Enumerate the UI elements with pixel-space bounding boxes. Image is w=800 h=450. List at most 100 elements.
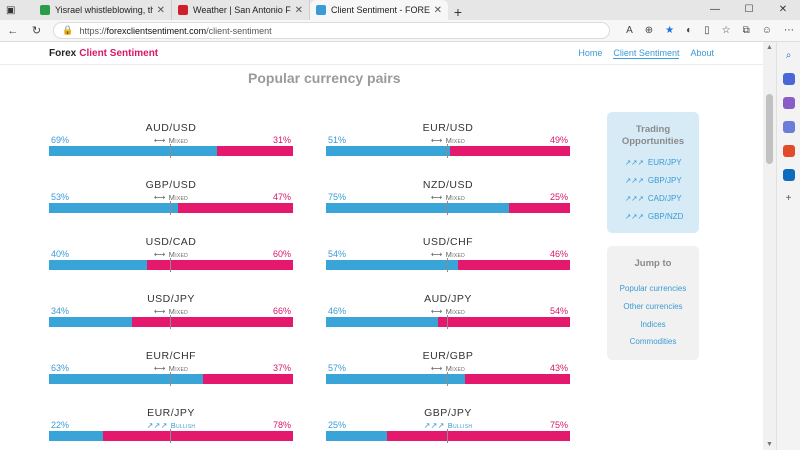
currency-pair-row[interactable]: USD/JPY 34% ⟷ Mixed 66% [49, 293, 293, 339]
currency-pair-row[interactable]: USD/CHF 54% ⟷ Mixed 46% [326, 236, 570, 282]
close-tab-icon[interactable]: ✕ [294, 4, 303, 16]
favorite-star-icon[interactable]: ★ [665, 25, 675, 36]
tab-title: Weather | San Antonio Forecast [193, 5, 291, 15]
new-tab-button[interactable]: + [453, 4, 463, 20]
extensions-icon[interactable]: ◐ [686, 25, 693, 36]
long-fill [49, 146, 218, 156]
jump-link-commodities[interactable]: Commodities [629, 337, 677, 346]
office-icon[interactable] [782, 145, 795, 157]
nav-client-sentiment[interactable]: Client Sentiment [613, 48, 680, 59]
currency-pair-row[interactable]: EUR/GBP 57% ⟷ Mixed 43% [326, 350, 570, 396]
tools-icon[interactable] [782, 97, 795, 109]
scroll-down-icon[interactable]: ▼ [766, 441, 773, 448]
currency-pair-row[interactable]: NZD/USD 75% ⟷ Mixed 25% [326, 179, 570, 225]
mixed-arrows-icon: ⟷ [153, 307, 166, 316]
shopping-tag-icon[interactable] [782, 73, 795, 85]
browser-tab-1[interactable]: Yisrael whistleblowing, the fore ✕ [34, 0, 172, 20]
sentiment-text: Bullish [447, 421, 473, 430]
long-percent: 57% [328, 363, 347, 373]
currency-pair-row[interactable]: EUR/JPY 22% ↗↗↗ Bullish 78% [49, 407, 293, 450]
minimize-icon[interactable]: — [710, 4, 720, 15]
mixed-arrows-icon: ⟷ [430, 250, 443, 259]
opportunity-pair: EUR/JPY [647, 158, 682, 167]
pair-name: AUD/USD [145, 122, 197, 134]
address-bar[interactable]: 🔒 https://forexclientsentiment.com/clien… [53, 22, 611, 39]
scrollbar-thumb[interactable] [766, 94, 773, 164]
sentiment-bar [49, 258, 293, 272]
collections-icon[interactable]: ⧉ [742, 25, 750, 36]
page-scrollbar[interactable]: ▲ ▼ [763, 42, 776, 450]
long-fill [49, 317, 132, 327]
refresh-icon[interactable]: ↻ [31, 25, 42, 37]
favorites-icon[interactable]: ☆ [721, 25, 731, 36]
short-percent: 25% [549, 192, 568, 202]
long-percent: 46% [328, 306, 347, 316]
tab-favicon-icon [178, 5, 188, 15]
site-logo[interactable]: Forex Client Sentiment [49, 48, 158, 59]
sentiment-label: ↗↗↗ Bullish [326, 421, 570, 430]
opportunity-link[interactable]: ↗↗↗ GBP/JPY [625, 176, 682, 185]
currency-pair-row[interactable]: GBP/USD 53% ⟷ Mixed 47% [49, 179, 293, 225]
sentiment-label: ⟷ Mixed [49, 193, 293, 202]
nav-about[interactable]: About [690, 48, 714, 58]
close-window-icon[interactable]: ✕ [778, 4, 788, 15]
mixed-arrows-icon: ⟷ [430, 193, 443, 202]
split-screen-icon[interactable]: ▯ [704, 25, 710, 36]
long-fill [326, 146, 451, 156]
profile-icon[interactable]: ☺ [761, 25, 772, 36]
scroll-up-icon[interactable]: ▲ [766, 44, 773, 51]
browser-tab-2[interactable]: Weather | San Antonio Forecast ✕ [172, 0, 310, 20]
short-percent: 54% [549, 306, 568, 316]
close-tab-icon[interactable]: ✕ [156, 4, 165, 16]
read-aloud-icon[interactable]: A [626, 25, 633, 36]
zoom-icon[interactable]: ⊕ [644, 25, 654, 36]
sentiment-bar [326, 429, 570, 443]
short-percent: 43% [549, 363, 568, 373]
back-icon[interactable]: ← [7, 24, 19, 37]
jump-link-indices[interactable]: Indices [640, 320, 666, 329]
sentiment-text: Mixed [445, 307, 466, 316]
close-tab-icon[interactable]: ✕ [433, 4, 442, 16]
currency-pair-row[interactable]: EUR/USD 51% ⟷ Mixed 49% [326, 122, 570, 168]
games-icon[interactable] [782, 121, 795, 133]
search-icon[interactable]: ⌕ [785, 50, 792, 61]
sentiment-label: ⟷ Mixed [326, 136, 570, 145]
workspaces-icon[interactable]: ▣ [6, 4, 16, 16]
nav-home[interactable]: Home [578, 48, 603, 58]
opportunity-link[interactable]: ↗↗↗ GBP/NZD [625, 212, 683, 221]
opportunity-link[interactable]: ↗↗↗ EUR/JPY [625, 158, 682, 167]
sentiment-label: ⟷ Mixed [49, 136, 293, 145]
url-domain: forexclientsentiment.com [106, 25, 207, 36]
brand-main: Forex [49, 48, 77, 59]
jump-link-popular-currencies[interactable]: Popular currencies [619, 284, 687, 293]
opportunity-link[interactable]: ↗↗↗ CAD/JPY [625, 194, 682, 203]
jump-to-title: Jump to [634, 258, 672, 269]
jump-link-other-currencies[interactable]: Other currencies [623, 302, 683, 311]
short-percent: 47% [272, 192, 291, 202]
sentiment-label: ↗↗↗ Bullish [49, 421, 293, 430]
pair-name: USD/CAD [145, 236, 197, 248]
browser-tab-3-active[interactable]: Client Sentiment - FOREX Client ✕ [310, 0, 448, 20]
currency-pair-row[interactable]: AUD/JPY 46% ⟷ Mixed 54% [326, 293, 570, 339]
maximize-icon[interactable]: ☐ [744, 4, 754, 15]
long-fill [49, 260, 147, 270]
short-percent: 31% [272, 135, 291, 145]
browser-toolbar: ← ↻ 🔒 https://forexclientsentiment.com/c… [0, 20, 800, 42]
more-menu-icon[interactable]: ⋯ [783, 25, 794, 36]
add-icon[interactable]: + [785, 193, 792, 204]
sentiment-bar [49, 372, 293, 386]
bullish-arrows-icon: ↗↗↗ [146, 421, 168, 430]
outlook-icon[interactable] [782, 169, 795, 181]
long-percent: 53% [51, 192, 70, 202]
sentiment-label: ⟷ Mixed [326, 364, 570, 373]
sentiment-bar [326, 258, 570, 272]
tab-title: Client Sentiment - FOREX Client [331, 5, 430, 15]
tab-actions[interactable]: ▣ [0, 0, 34, 20]
currency-pair-row[interactable]: USD/CAD 40% ⟷ Mixed 60% [49, 236, 293, 282]
tab-title: Yisrael whistleblowing, the fore [55, 5, 153, 15]
currency-pair-row[interactable]: EUR/CHF 63% ⟷ Mixed 37% [49, 350, 293, 396]
currency-pair-row[interactable]: AUD/USD 69% ⟷ Mixed 31% [49, 122, 293, 168]
bullish-arrows-icon: ↗↗↗ [625, 158, 644, 167]
currency-pair-row[interactable]: GBP/JPY 25% ↗↗↗ Bullish 75% [326, 407, 570, 450]
site-nav: Home Client Sentiment About [578, 48, 714, 59]
